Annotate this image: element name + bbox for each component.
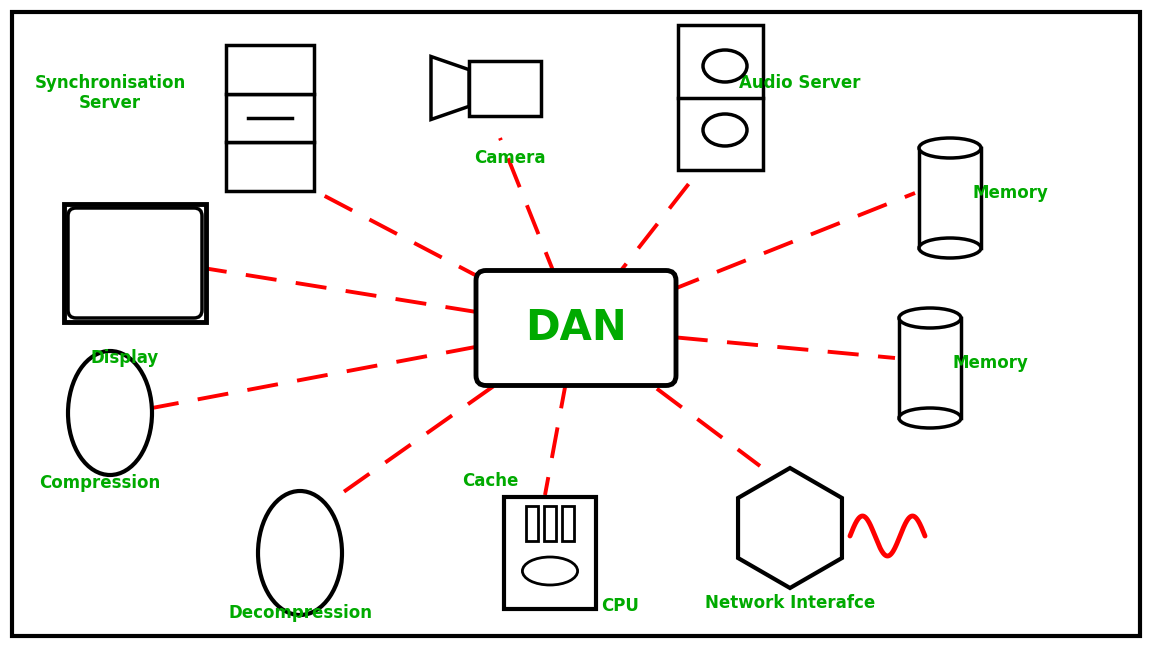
Text: CPU: CPU <box>601 597 639 615</box>
Bar <box>562 506 574 541</box>
Text: Memory: Memory <box>972 184 1048 202</box>
FancyBboxPatch shape <box>12 12 1140 636</box>
Text: Camera: Camera <box>475 149 546 167</box>
Ellipse shape <box>703 50 746 82</box>
Ellipse shape <box>258 491 342 615</box>
Bar <box>226 142 314 191</box>
Ellipse shape <box>919 138 982 158</box>
Ellipse shape <box>522 557 577 585</box>
Text: Cache: Cache <box>462 472 518 490</box>
Bar <box>65 204 206 322</box>
FancyBboxPatch shape <box>68 208 202 318</box>
Ellipse shape <box>899 408 961 428</box>
Text: Audio Server: Audio Server <box>740 74 861 92</box>
Ellipse shape <box>68 351 152 475</box>
Text: Network Interafce: Network Interafce <box>705 594 876 612</box>
Bar <box>226 45 314 94</box>
Bar <box>899 318 961 418</box>
Text: Display: Display <box>91 349 159 367</box>
Text: Memory: Memory <box>952 354 1028 372</box>
Bar <box>505 497 596 609</box>
Text: Synchronisation
Server: Synchronisation Server <box>35 74 185 112</box>
Text: Compression: Compression <box>39 474 160 492</box>
Bar <box>919 148 982 248</box>
FancyBboxPatch shape <box>476 270 676 386</box>
Ellipse shape <box>703 114 746 146</box>
Polygon shape <box>738 468 842 588</box>
Ellipse shape <box>899 308 961 328</box>
Polygon shape <box>431 56 469 119</box>
Text: DAN: DAN <box>525 307 627 349</box>
Text: Decompression: Decompression <box>228 604 372 622</box>
Bar <box>469 60 541 115</box>
Bar <box>226 94 314 142</box>
Bar <box>544 506 556 541</box>
Bar <box>526 506 538 541</box>
Ellipse shape <box>919 238 982 258</box>
Bar <box>677 25 763 170</box>
